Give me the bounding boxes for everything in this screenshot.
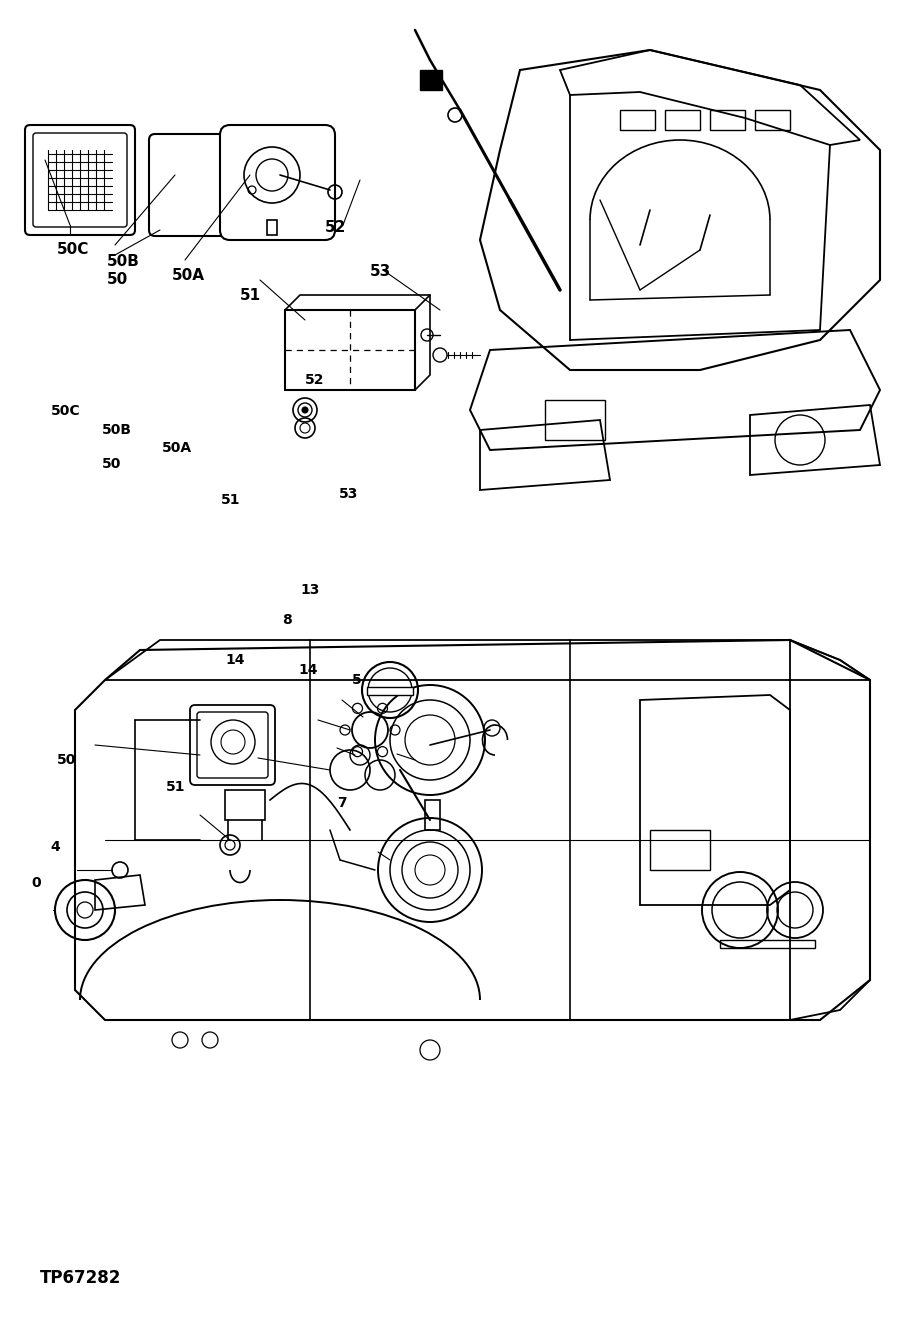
Text: 50A: 50A bbox=[162, 441, 192, 455]
FancyBboxPatch shape bbox=[149, 135, 241, 236]
FancyBboxPatch shape bbox=[197, 712, 268, 778]
Bar bbox=[620, 111, 655, 131]
Text: 52: 52 bbox=[325, 220, 346, 236]
Bar bbox=[425, 800, 440, 830]
Bar bbox=[665, 111, 700, 131]
Text: 50B: 50B bbox=[107, 255, 140, 269]
Text: 8: 8 bbox=[282, 613, 292, 627]
Text: 50: 50 bbox=[57, 753, 77, 766]
Text: 53: 53 bbox=[370, 264, 391, 280]
Text: 5: 5 bbox=[352, 673, 362, 686]
Text: 52: 52 bbox=[305, 373, 324, 387]
Bar bbox=[545, 400, 605, 440]
Text: 14: 14 bbox=[298, 663, 318, 677]
Text: 51: 51 bbox=[221, 493, 241, 507]
Text: 50B: 50B bbox=[102, 423, 132, 437]
Text: TP67282: TP67282 bbox=[40, 1269, 121, 1286]
Bar bbox=[420, 71, 442, 91]
FancyBboxPatch shape bbox=[190, 705, 275, 785]
Bar bbox=[720, 940, 815, 948]
Circle shape bbox=[302, 407, 308, 413]
Text: 51: 51 bbox=[240, 288, 261, 303]
FancyBboxPatch shape bbox=[220, 125, 335, 240]
Text: 50: 50 bbox=[102, 457, 121, 471]
Text: 4: 4 bbox=[50, 840, 60, 854]
Bar bbox=[710, 111, 745, 131]
Text: 0: 0 bbox=[31, 876, 41, 890]
Bar bbox=[367, 686, 413, 694]
Text: 50C: 50C bbox=[57, 243, 89, 257]
Text: 13: 13 bbox=[300, 583, 320, 597]
Bar bbox=[225, 790, 265, 820]
Text: 50A: 50A bbox=[172, 268, 205, 283]
Text: 53: 53 bbox=[339, 487, 358, 501]
Text: 51: 51 bbox=[166, 780, 186, 794]
Text: 50: 50 bbox=[107, 272, 128, 288]
Bar bbox=[650, 830, 710, 870]
Bar bbox=[267, 220, 277, 235]
Text: 50C: 50C bbox=[51, 404, 81, 419]
Text: 14: 14 bbox=[225, 653, 244, 666]
Text: 7: 7 bbox=[337, 796, 346, 810]
Bar bbox=[755, 111, 790, 131]
